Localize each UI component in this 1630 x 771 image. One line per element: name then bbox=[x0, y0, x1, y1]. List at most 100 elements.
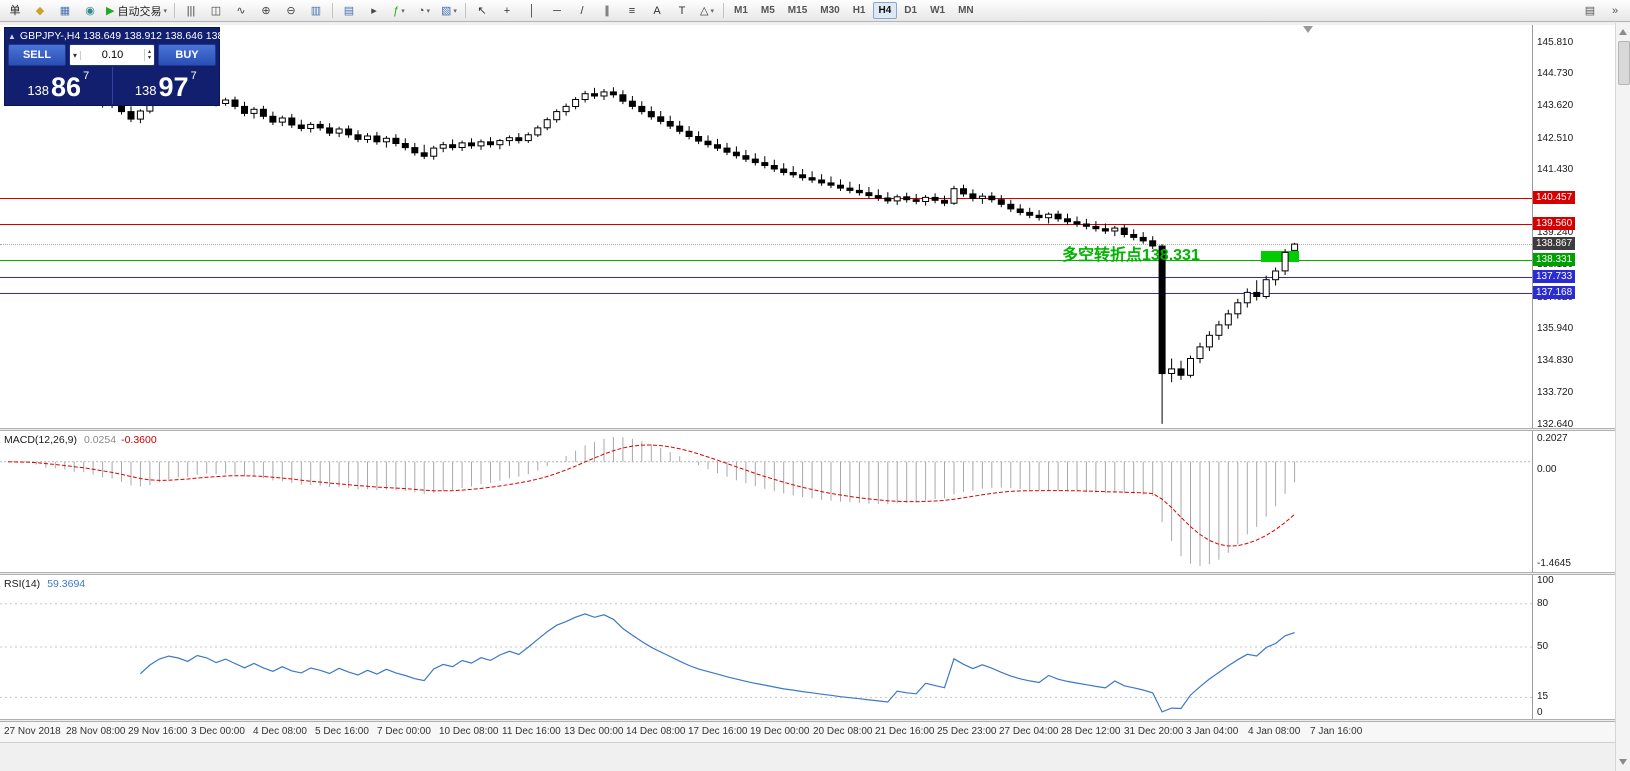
vertical-line-icon: │ bbox=[528, 4, 536, 17]
indicators-button[interactable]: ƒ ▾ bbox=[387, 1, 411, 21]
line-chart-button[interactable]: ∿ bbox=[229, 1, 253, 21]
ask-prefix: 138 bbox=[134, 83, 157, 98]
timeframe-m5-button[interactable]: M5 bbox=[760, 5, 775, 16]
time-axis-label: 27 Nov 2018 bbox=[4, 726, 61, 737]
zoom-out-button[interactable]: ⊖ bbox=[279, 1, 303, 21]
price-level-line[interactable] bbox=[0, 244, 1532, 246]
price-level-line[interactable] bbox=[0, 198, 1532, 199]
arrange-windows-button[interactable]: ▤ bbox=[337, 1, 361, 21]
scroll-up-icon[interactable] bbox=[1619, 29, 1627, 35]
timeframe-m30-button[interactable]: M30 bbox=[820, 5, 840, 16]
chart-shift-marker-icon[interactable] bbox=[1303, 26, 1313, 33]
timeframe-d1-button[interactable]: D1 bbox=[904, 5, 918, 16]
timeframe-m1-button[interactable]: M1 bbox=[733, 5, 748, 16]
arrange-windows-icon: ▤ bbox=[343, 4, 355, 17]
chart-list-button[interactable]: ▤ bbox=[1584, 5, 1596, 17]
toolbar-separator bbox=[722, 3, 724, 18]
equidistant-channel-button[interactable]: ∥ bbox=[595, 1, 619, 21]
indicator-scale-label: 100 bbox=[1537, 575, 1554, 586]
cursor-button[interactable]: ↖ bbox=[470, 1, 494, 21]
indicator-scale-label: -1.4645 bbox=[1537, 558, 1571, 569]
candlestick-chart bbox=[4, 65, 1299, 424]
templates-button[interactable]: ▧ ▾ bbox=[437, 1, 461, 21]
highlight-rectangle[interactable] bbox=[1261, 251, 1299, 262]
price-level-line[interactable] bbox=[0, 259, 1532, 261]
tile-windows-button[interactable]: ▥ bbox=[304, 1, 328, 21]
scrollbar-thumb[interactable] bbox=[1618, 41, 1630, 85]
horizontal-line-button[interactable]: ─ bbox=[545, 1, 569, 21]
time-axis-label: 14 Dec 08:00 bbox=[626, 726, 686, 737]
indicator-scale-label: 15 bbox=[1537, 691, 1549, 702]
scroll-down-icon[interactable] bbox=[1619, 759, 1627, 765]
fibonacci-button[interactable]: ≡ bbox=[620, 1, 644, 21]
dropdown-arrow-icon[interactable]: ▾ bbox=[426, 7, 431, 15]
text-button[interactable]: A bbox=[645, 1, 669, 21]
volume-up-icon[interactable]: ▴ bbox=[147, 49, 151, 55]
crosshair-button[interactable]: + bbox=[495, 1, 519, 21]
price-chart-panel[interactable]: 多空转折点138.331 ▲ GBPJPY-,H4 138.649 138.91… bbox=[0, 25, 1616, 428]
arrows-button[interactable]: △ ▾ bbox=[695, 1, 719, 21]
dropdown-arrow-icon[interactable]: ▾ bbox=[163, 7, 167, 15]
price-scale-tick: 144.730 bbox=[1537, 68, 1574, 79]
time-axis-label: 3 Jan 04:00 bbox=[1186, 726, 1239, 737]
candlestick-chart-button[interactable]: ◫ bbox=[204, 1, 228, 21]
timeframe-m15-button[interactable]: M15 bbox=[787, 5, 808, 16]
price-level-line[interactable] bbox=[0, 293, 1532, 295]
rsi-value: 59.3694 bbox=[47, 578, 86, 590]
price-level-line[interactable] bbox=[0, 277, 1532, 278]
rsi-scale-border bbox=[1532, 575, 1533, 719]
panel-splitter-macd[interactable] bbox=[0, 428, 1616, 431]
text-label-button[interactable]: T bbox=[670, 1, 694, 21]
timeframe-mn-button[interactable]: MN bbox=[958, 5, 974, 16]
bar-chart-button[interactable]: ||| bbox=[179, 1, 203, 21]
buy-button[interactable]: BUY bbox=[158, 44, 216, 66]
time-axis-label: 4 Jan 08:00 bbox=[1248, 726, 1301, 737]
rsi-panel[interactable]: RSI(14) 59.3694 100 80 50 15 0 bbox=[0, 575, 1616, 719]
macd-plot bbox=[0, 437, 1532, 566]
time-axis-label: 10 Dec 08:00 bbox=[439, 726, 499, 737]
indicator-scale-label: 0 bbox=[1537, 707, 1543, 718]
new-order-button[interactable]: 单 bbox=[3, 1, 27, 21]
dropdown-arrow-icon[interactable]: ▾ bbox=[453, 7, 457, 15]
rsi-plot bbox=[0, 603, 1532, 713]
trendline-button[interactable]: / bbox=[570, 1, 594, 21]
zoom-in-button[interactable]: ⊕ bbox=[254, 1, 278, 21]
market-watch-icon: ◉ bbox=[85, 4, 95, 17]
timeframe-h4-button[interactable]: H4 bbox=[872, 2, 898, 19]
new-chart-button[interactable]: ◆ bbox=[28, 1, 52, 21]
macd-panel[interactable]: MACD(12,26,9) 0.0254 -0.3600 0.2027 0.00 -1.… bbox=[0, 431, 1616, 572]
volume-control[interactable]: ▾ 0.10 ▴ ▾ bbox=[69, 44, 155, 66]
volume-dropdown-icon[interactable]: ▾ bbox=[70, 50, 82, 60]
volume-down-icon[interactable]: ▾ bbox=[147, 55, 151, 61]
indicator-scale-label: 80 bbox=[1537, 598, 1549, 609]
new-order-icon: 单 bbox=[9, 4, 21, 17]
price-level-line[interactable] bbox=[0, 224, 1532, 225]
price-tag: 139.560 bbox=[1533, 217, 1576, 230]
volume-value[interactable]: 0.10 bbox=[101, 49, 124, 61]
dropdown-arrow-icon[interactable]: ▾ bbox=[710, 7, 714, 15]
time-axis[interactable]: 27 Nov 2018 28 Nov 08:00 29 Nov 16:00 3 Dec… bbox=[0, 722, 1616, 743]
cursor-icon: ↖ bbox=[477, 4, 487, 17]
timeframe-w1-button[interactable]: W1 bbox=[930, 5, 946, 16]
sell-button[interactable]: SELL bbox=[8, 44, 66, 66]
pivot-point-annotation[interactable]: 多空转折点138.331 bbox=[1062, 247, 1200, 264]
time-axis-label: 20 Dec 08:00 bbox=[813, 726, 873, 737]
more-tools-button[interactable]: » bbox=[1611, 4, 1619, 17]
bid-big-digits: 86 bbox=[51, 72, 82, 102]
vertical-line-button[interactable]: │ bbox=[520, 1, 544, 21]
toolbar-separator bbox=[331, 3, 333, 18]
text-icon: A bbox=[653, 4, 661, 17]
periods-button[interactable]: ◔ ▾ bbox=[412, 1, 436, 21]
profiles-button[interactable]: ▦ bbox=[53, 1, 77, 21]
dropdown-arrow-icon[interactable]: ▾ bbox=[401, 7, 405, 15]
market-watch-button[interactable]: ◉ bbox=[78, 1, 102, 21]
timeframe-h1-button[interactable]: H1 bbox=[852, 5, 866, 16]
panel-splitter-rsi[interactable] bbox=[0, 572, 1616, 575]
toolbar-separator bbox=[173, 3, 175, 18]
price-scale-tick: 143.620 bbox=[1537, 100, 1574, 111]
volume-spinner[interactable]: ▴ ▾ bbox=[143, 49, 154, 61]
vertical-scrollbar[interactable] bbox=[1615, 23, 1630, 771]
collapse-panel-icon[interactable]: ▲ bbox=[8, 31, 16, 41]
autotrading-button[interactable]: ▶ 自动交易 ▾ bbox=[103, 1, 170, 21]
auto-scroll-button[interactable]: ▸ bbox=[362, 1, 386, 21]
